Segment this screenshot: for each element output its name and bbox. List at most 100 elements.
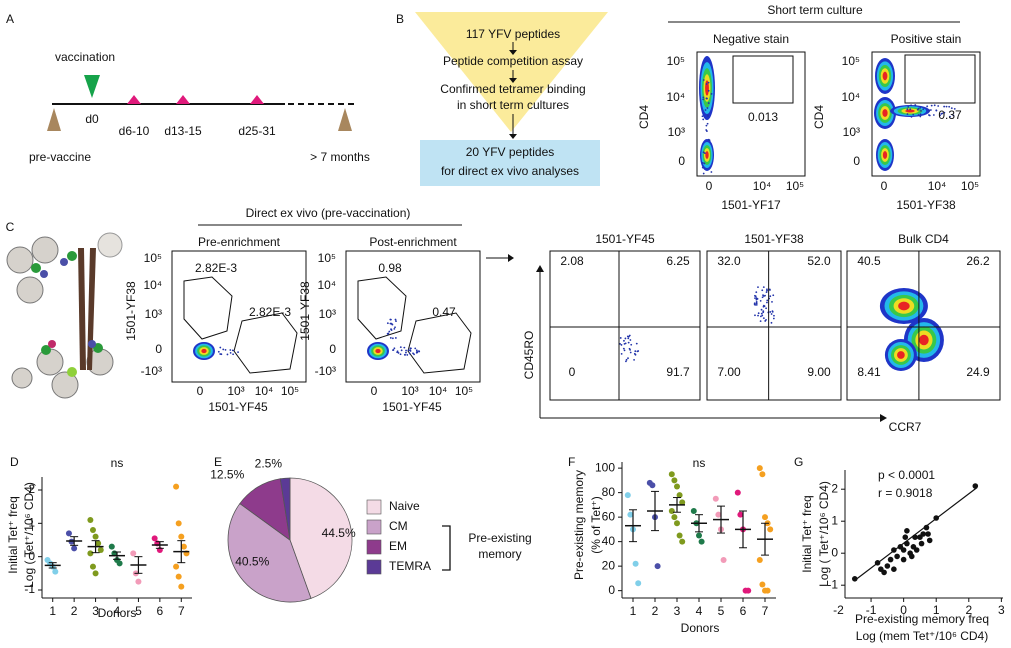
event <box>906 113 909 115</box>
y-tick-label: 10⁵ <box>144 251 162 265</box>
x-tick-label: -1 <box>866 603 877 617</box>
label: Bulk CD4 <box>898 232 949 246</box>
dot <box>676 492 683 499</box>
y-tick-label: 10³ <box>843 125 860 139</box>
dot <box>715 511 722 518</box>
event <box>232 353 235 356</box>
dot <box>696 532 702 539</box>
plot-frame <box>846 250 1001 401</box>
x-tick-label: 1 <box>49 604 56 618</box>
legend-label: CM <box>389 519 408 533</box>
event <box>229 352 232 354</box>
dot <box>767 526 774 533</box>
event <box>628 347 631 350</box>
label: vaccination <box>55 50 115 64</box>
x-axis-label: Pre-existing memory freq <box>855 612 989 626</box>
label: CD45RO <box>522 331 536 380</box>
x-tick-label: 0 <box>881 179 888 193</box>
event <box>770 313 773 315</box>
x-tick-label: 0 <box>197 384 204 398</box>
event <box>217 350 220 353</box>
point <box>918 540 925 547</box>
density <box>882 151 888 159</box>
point <box>923 524 930 531</box>
pie-slice <box>279 477 291 541</box>
y-tick-label: 10⁴ <box>317 278 336 292</box>
event <box>701 166 704 169</box>
label: d25-31 <box>238 124 276 138</box>
plot-frame <box>171 250 307 383</box>
event <box>224 348 227 351</box>
label: in short term cultures <box>457 98 569 112</box>
label: 0.47 <box>432 305 456 319</box>
event <box>229 349 232 351</box>
event <box>759 300 762 302</box>
dot <box>173 563 180 570</box>
event <box>948 105 951 108</box>
event <box>625 358 628 361</box>
label: for direct ex vivo analyses <box>441 164 579 178</box>
event <box>928 109 931 112</box>
event <box>231 349 234 352</box>
event <box>226 353 229 356</box>
event <box>930 104 933 107</box>
plot-frame <box>345 250 481 383</box>
point <box>900 547 907 553</box>
y-tick-label: 10⁵ <box>842 54 860 68</box>
x-tick-label: 5 <box>718 604 725 618</box>
event <box>765 291 768 294</box>
dot <box>698 538 705 545</box>
event <box>941 112 944 115</box>
event <box>701 115 704 118</box>
dot <box>178 583 185 590</box>
event <box>237 351 239 354</box>
point <box>884 563 891 569</box>
x-tick-label: 2 <box>71 604 78 618</box>
y-tick-label: -10³ <box>141 364 162 378</box>
event <box>710 171 713 173</box>
dot <box>756 465 763 472</box>
event <box>919 115 922 118</box>
event <box>769 311 772 313</box>
dot <box>635 580 642 587</box>
event <box>707 114 709 117</box>
dot <box>668 471 675 478</box>
x-tick-label: 3 <box>998 603 1005 617</box>
event <box>773 314 775 317</box>
dot <box>178 533 185 540</box>
y-axis-label: Log ( Tet⁺/10⁶ CD4) <box>817 481 831 587</box>
event <box>754 314 756 317</box>
event <box>400 349 403 352</box>
dot <box>130 550 137 557</box>
event <box>389 322 392 325</box>
label: 1501-YF38 <box>124 281 138 341</box>
label: CCR7 <box>889 420 922 434</box>
event <box>702 96 705 99</box>
point <box>920 531 926 537</box>
y-tick-label: 10⁵ <box>667 54 685 68</box>
event <box>755 297 758 300</box>
event <box>405 349 407 352</box>
event <box>766 301 768 304</box>
y-tick-label: 0 <box>329 342 336 356</box>
event <box>707 81 710 84</box>
label: 1501-YF38 <box>298 281 312 341</box>
dot <box>108 543 115 550</box>
event <box>760 308 763 311</box>
x-axis-label: Log (mem Tet⁺/10⁶ CD4) <box>856 629 988 643</box>
label: 40.5 <box>857 254 881 268</box>
point <box>926 537 933 544</box>
vaccination-marker <box>84 75 100 98</box>
event <box>635 342 638 345</box>
label: 1501-YF17 <box>721 198 781 212</box>
point <box>908 553 915 560</box>
event <box>387 332 390 335</box>
label: 2.82E-3 <box>249 305 291 319</box>
dot <box>97 547 104 553</box>
x-tick-label: 10⁵ <box>455 384 473 398</box>
label: 9.00 <box>807 365 831 379</box>
event <box>624 337 627 340</box>
value-label: 44.5% <box>322 526 356 540</box>
gate <box>407 312 472 374</box>
result-box <box>420 140 600 186</box>
